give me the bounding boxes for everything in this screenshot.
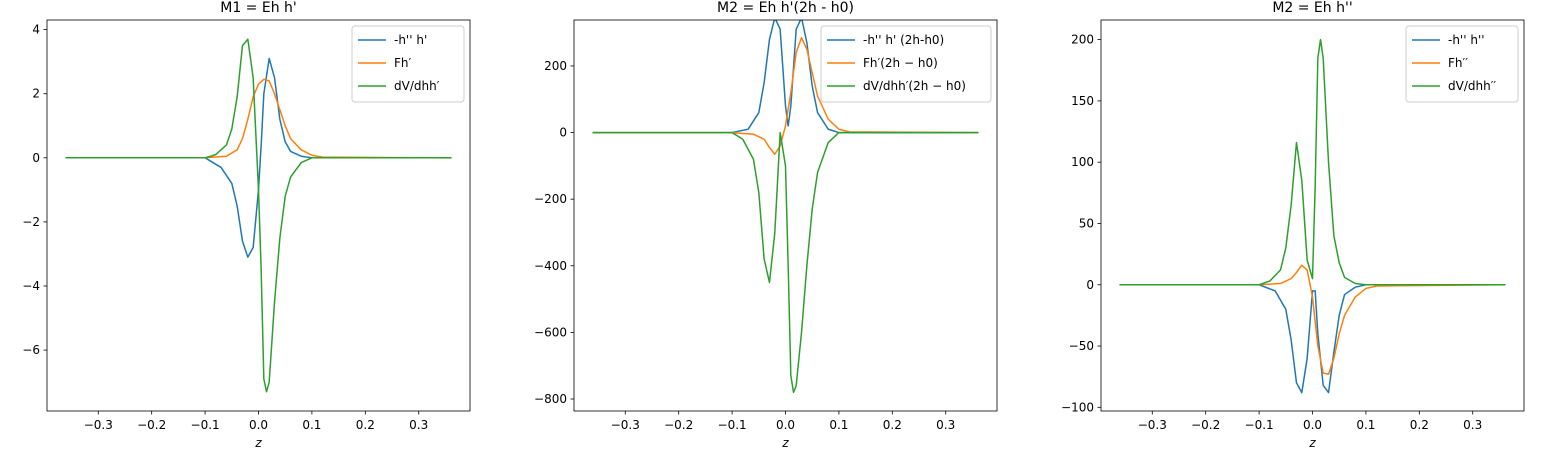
x-tick-label: 0.1 [1356, 418, 1375, 432]
legend-entry: dV/dhh′ [394, 79, 440, 93]
x-tick-label: 0.2 [883, 418, 902, 432]
legend-box [1405, 25, 1519, 103]
y-tick-label: 200 [1071, 33, 1094, 47]
x-tick-label: −0.2 [664, 418, 693, 432]
y-tick-label: −400 [534, 259, 567, 273]
x-tick-label: 0.3 [936, 418, 955, 432]
plot-lines [1119, 38, 1506, 394]
y-tick-label: 100 [1071, 155, 1094, 169]
x-tick-label: −0.1 [191, 418, 220, 432]
series-line-1 [592, 20, 979, 134]
subplot-title: M2 = Eh h'(2h - h0) [717, 0, 854, 16]
series-line-3 [592, 131, 979, 394]
x-axis-label: z [1308, 436, 1316, 450]
legend: -h'' h' (2h-h0) Fh′(2h − h0) dV/dhh′(2h − … [820, 25, 992, 103]
legend-entry: Fh′(2h − h0) [863, 56, 938, 70]
y-tick-label: −200 [534, 192, 567, 206]
x-tick-label: 0.0 [776, 418, 795, 432]
y-tick-label: −50 [1069, 339, 1094, 353]
legend-entry: Fh′ [394, 56, 412, 70]
subplot-title: M1 = Eh h' [220, 0, 297, 16]
legend-entry: dV/dhh′(2h − h0) [863, 79, 966, 93]
y-tick-label: −600 [534, 325, 567, 339]
series-line-1 [65, 57, 452, 258]
legend-entry: dV/dhh′′ [1448, 79, 1496, 93]
plot-lines [65, 38, 452, 393]
y-tick-label: 0 [559, 126, 567, 140]
y-tick-label: 4 [32, 23, 40, 37]
x-tick-label: −0.3 [84, 418, 113, 432]
legend-entry: Fh′′ [1448, 56, 1468, 70]
x-axis-label: z [254, 436, 262, 450]
x-tick-label: 0.1 [829, 418, 848, 432]
x-tick-label: 0.2 [1410, 418, 1429, 432]
legend-box [351, 25, 465, 103]
y-tick-label: 200 [544, 59, 567, 73]
series-line-3 [1119, 38, 1506, 286]
x-tick-label: 0.2 [356, 418, 375, 432]
y-tick-label: 0 [32, 151, 40, 165]
legend: -h'' h'' Fh′′ dV/dhh′′ [1405, 25, 1519, 103]
x-axis-label: z [781, 436, 789, 450]
series-line-3 [65, 38, 452, 393]
series-line-2 [1119, 264, 1506, 375]
x-tick-label: 0.0 [249, 418, 268, 432]
x-tick-label: −0.2 [137, 418, 166, 432]
y-tick-label: −2 [22, 215, 40, 229]
subplot-2: M2 = Eh h'(2h - h0) −0.3 −0.2 −0.1 0.0 0.1 0.2… [534, 0, 998, 450]
y-tick-label: −100 [1061, 400, 1094, 414]
subplot-title: M2 = Eh h'' [1272, 0, 1352, 16]
y-tick-label: 50 [1079, 216, 1094, 230]
plot-lines [592, 20, 979, 394]
x-tick-label: −0.1 [1245, 418, 1274, 432]
x-tick-label: 0.0 [1303, 418, 1322, 432]
x-tick-label: 0.3 [1463, 418, 1482, 432]
legend-entry: -h'' h'' [1448, 33, 1485, 47]
y-tick-label: 2 [32, 87, 40, 101]
legend-entry: -h'' h' (2h-h0) [863, 33, 944, 47]
series-line-1 [1119, 284, 1506, 394]
y-tick-label: 0 [1086, 278, 1094, 292]
x-tick-label: 0.3 [409, 418, 428, 432]
legend: -h'' h' Fh′ dV/dhh′ [351, 25, 465, 103]
series-line-2 [65, 78, 452, 159]
x-tick-label: −0.3 [1138, 418, 1167, 432]
y-tick-label: 150 [1071, 94, 1094, 108]
x-tick-label: −0.2 [1191, 418, 1220, 432]
x-tick-label: −0.1 [718, 418, 747, 432]
y-tick-label: −6 [22, 343, 40, 357]
subplot-3: M2 = Eh h'' −0.3 −0.2 −0.1 0.0 0.1 0.2 0.3 −100 −… [1061, 0, 1525, 450]
x-tick-label: −0.3 [611, 418, 640, 432]
legend-entry: -h'' h' [394, 33, 427, 47]
legend-box [820, 25, 992, 103]
x-tick-label: 0.1 [302, 418, 321, 432]
y-tick-label: −800 [534, 392, 567, 406]
series-line-2 [592, 36, 979, 155]
subplot-1: M1 = Eh h' −0.3 −0.2 −0.1 0.0 0.1 0.2 0.3 −6 −4 −2… [22, 0, 471, 450]
y-tick-label: −4 [22, 279, 40, 293]
